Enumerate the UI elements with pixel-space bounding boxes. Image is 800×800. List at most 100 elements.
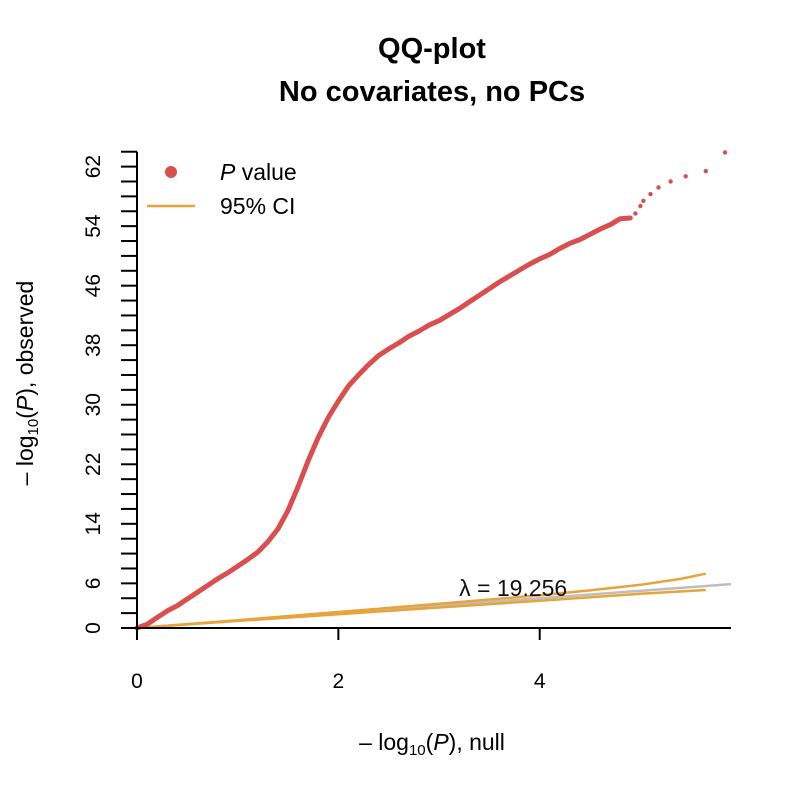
data-point	[255, 549, 260, 555]
data-point	[504, 275, 509, 281]
data-point	[379, 351, 385, 356]
data-point	[540, 255, 546, 260]
data-point	[188, 594, 193, 599]
data-point	[473, 295, 479, 300]
data-point	[312, 443, 318, 448]
data-point	[228, 568, 234, 573]
data-point	[577, 237, 583, 242]
data-point	[158, 613, 163, 618]
data-point	[608, 222, 613, 227]
data-point	[567, 241, 573, 246]
data-point	[346, 383, 351, 389]
data-point	[668, 179, 673, 184]
data-point	[406, 334, 411, 339]
data-point	[195, 590, 200, 595]
data-point	[574, 238, 579, 243]
data-point	[564, 242, 569, 248]
data-point	[282, 514, 287, 519]
data-point	[497, 279, 502, 285]
data-point	[399, 338, 405, 343]
data-point	[316, 435, 321, 440]
data-point	[383, 349, 388, 354]
data-point	[638, 203, 643, 209]
x-tick-label: 0	[131, 670, 143, 693]
data-point	[467, 299, 472, 305]
data-point	[295, 484, 301, 489]
ci-lower-line	[136, 588, 706, 630]
data-point	[208, 581, 213, 586]
data-point	[423, 324, 428, 330]
data-point	[420, 326, 425, 332]
data-point	[279, 520, 284, 525]
data-point	[144, 622, 150, 627]
data-point	[272, 531, 277, 536]
data-point	[520, 265, 526, 271]
data-point	[537, 256, 542, 262]
data-point	[171, 605, 177, 610]
data-point	[517, 267, 522, 273]
legend-point-marker	[165, 166, 177, 178]
data-point	[363, 365, 368, 371]
data-point	[292, 492, 297, 497]
data-point	[359, 369, 364, 374]
data-point	[396, 340, 401, 346]
data-point	[151, 617, 156, 622]
chart-title-line-1: QQ-plot	[378, 33, 486, 65]
data-point	[245, 557, 250, 562]
y-tick-label: 0	[82, 622, 105, 634]
data-point	[530, 260, 536, 265]
data-point	[356, 372, 361, 378]
data-point	[430, 321, 435, 326]
legend-label-ci: 95% CI	[220, 193, 295, 219]
y-tick-label: 54	[82, 214, 105, 238]
y-axis-label: – log10(P), observed	[12, 281, 42, 486]
data-point	[527, 261, 532, 267]
axes: 0 2 4 0 6 14 22 30 38 46 54 62	[82, 150, 731, 693]
data-point	[299, 475, 304, 481]
data-point	[550, 250, 556, 255]
x-tick-label: 4	[534, 670, 546, 693]
data-point	[656, 185, 661, 190]
data-point	[594, 228, 599, 234]
data-point	[181, 599, 187, 604]
data-point	[450, 310, 455, 315]
data-point	[510, 271, 516, 277]
data-point	[581, 235, 586, 240]
y-tick-label: 38	[82, 334, 105, 357]
observed-points-layer	[134, 150, 728, 631]
data-point	[480, 290, 485, 296]
chart-title-line-2: No covariates, no PCs	[279, 76, 585, 108]
data-point	[648, 191, 653, 197]
data-point	[641, 198, 646, 203]
lambda-equals: =	[471, 575, 497, 601]
data-point	[507, 273, 512, 279]
data-point	[349, 380, 354, 385]
lambda-symbol: λ	[459, 575, 471, 601]
data-point	[433, 319, 438, 325]
data-point	[215, 576, 220, 582]
data-point	[185, 596, 190, 602]
data-point	[218, 574, 224, 580]
data-point	[463, 302, 469, 307]
data-point	[309, 450, 314, 456]
x-axis-label: – log10(P), null	[359, 729, 505, 759]
data-point	[628, 215, 633, 221]
data-point	[212, 578, 217, 584]
data-point	[386, 346, 391, 352]
data-point	[285, 508, 291, 513]
data-point	[332, 404, 338, 409]
data-point	[703, 168, 708, 174]
data-point	[722, 150, 728, 155]
data-point	[275, 526, 281, 532]
data-point	[178, 601, 183, 606]
data-point	[165, 608, 170, 614]
data-point	[322, 421, 328, 427]
data-point	[302, 467, 307, 472]
data-point	[232, 566, 237, 571]
data-point	[618, 216, 623, 221]
y-tick-label: 46	[82, 274, 105, 297]
data-point	[460, 304, 465, 309]
legend-label-p-value: P value	[220, 159, 297, 185]
data-point	[561, 244, 566, 249]
data-point	[446, 312, 452, 317]
